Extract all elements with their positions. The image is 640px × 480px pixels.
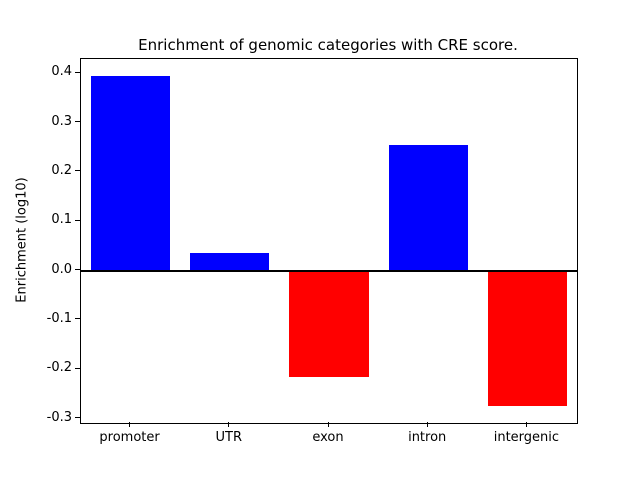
x-tick-mark xyxy=(525,422,527,427)
x-tick-mark xyxy=(426,422,428,427)
bar-UTR xyxy=(190,253,270,271)
y-tick-mark xyxy=(75,121,80,123)
chart-title: Enrichment of genomic categories with CR… xyxy=(138,36,518,54)
y-tick-label: -0.3 xyxy=(46,409,72,425)
y-tick-mark xyxy=(75,417,80,419)
bar-intron xyxy=(388,144,468,271)
y-tick-label: 0.4 xyxy=(51,64,72,80)
x-tick-label: UTR xyxy=(215,430,243,445)
plot-area xyxy=(80,58,578,424)
y-tick-label: 0.1 xyxy=(51,212,72,228)
bar-exon xyxy=(289,270,369,377)
y-tick-label: 0.0 xyxy=(51,261,72,277)
zero-line xyxy=(81,269,577,272)
y-tick-mark xyxy=(75,170,80,172)
y-axis-label: Enrichment (log10) xyxy=(14,177,30,303)
y-tick-mark xyxy=(75,367,80,369)
x-tick-label: intron xyxy=(408,430,447,445)
y-tick-label: 0.3 xyxy=(51,113,72,129)
x-tick-label: promoter xyxy=(99,430,160,445)
x-tick-label: exon xyxy=(312,430,344,445)
y-tick-mark xyxy=(75,219,80,221)
bar-promoter xyxy=(90,75,171,271)
y-tick-label: -0.1 xyxy=(46,310,72,326)
y-tick-mark xyxy=(75,71,80,73)
x-tick-mark xyxy=(327,422,329,427)
bar-intergenic xyxy=(487,270,568,407)
x-tick-mark xyxy=(228,422,230,427)
y-tick-mark xyxy=(75,269,80,271)
x-tick-mark xyxy=(129,422,131,427)
x-tick-label: intergenic xyxy=(493,430,560,445)
y-tick-label: -0.2 xyxy=(46,360,72,376)
y-tick-mark xyxy=(75,318,80,320)
y-tick-label: 0.2 xyxy=(51,162,72,178)
